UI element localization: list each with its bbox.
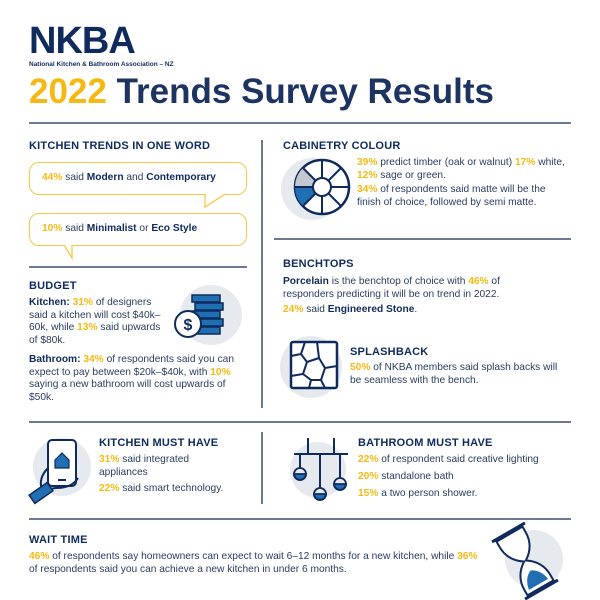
cracked-tile-icon [289, 340, 339, 390]
text-segment: said [303, 304, 328, 315]
svg-text:$: $ [184, 317, 193, 334]
bold-term: Bathroom: [29, 354, 81, 365]
highlight-stat: 39% [357, 157, 378, 168]
highlight-stat: 36% [457, 551, 478, 562]
text-segment: . [414, 304, 418, 315]
highlight-stat: 31% [72, 297, 93, 308]
bathroom-must-have-heading: BATHROOM MUST HAVE [358, 437, 493, 449]
highlight-stat: 34% [357, 184, 378, 195]
divider [29, 421, 571, 423]
highlight-stat: 17% [514, 157, 536, 168]
bold-term: Minimalist [86, 223, 137, 235]
highlight-stat: 50% [350, 362, 371, 373]
divider [29, 266, 247, 268]
paragraph: 15% a two person shower. [358, 488, 573, 501]
paragraph: Bathroom: 34% of respondents said you ca… [29, 354, 249, 404]
smartphone-hand-icon [28, 439, 79, 505]
text-segment: said [62, 172, 87, 184]
highlight-stat: 10% [42, 223, 63, 235]
paragraph: Kitchen: 31% of designers said a kitchen… [29, 297, 167, 347]
text-segment: said [62, 223, 87, 235]
divider [261, 140, 263, 408]
paragraph: 20% standalone bath [358, 471, 573, 484]
paragraph: Porcelain is the benchtop of choice with… [283, 276, 553, 301]
paragraph: 46% of respondents say homeowners can ex… [29, 551, 484, 576]
highlight-stat: 34% [83, 354, 104, 365]
paragraph: 24% said Engineered Stone. [283, 304, 553, 317]
paragraph: 22% of respondent said creative lighting [358, 454, 573, 467]
text-segment: and [123, 172, 147, 184]
bold-term: Contemporary [146, 172, 216, 184]
text-segment: of respondent said creative lighting [378, 454, 539, 465]
text-segment: of NKBA members said splash backs will b… [350, 362, 558, 386]
text-segment: predict timber (oak or walnut) [377, 157, 515, 168]
wait-time-heading: WAIT TIME [29, 534, 88, 546]
bold-term: Modern [86, 172, 124, 184]
highlight-stat: 46% [29, 551, 50, 562]
benchtops-heading: BENCHTOPS [283, 258, 354, 270]
logo-subtitle: National Kitchen & Bathroom Association … [29, 61, 174, 68]
text-segment: saying a new bathroom will cost upwards … [29, 379, 226, 403]
highlight-stat: 22% [99, 483, 120, 494]
title-text: Trends Survey Results [106, 72, 494, 111]
text-segment: of respondents said you can expect to pa… [29, 354, 234, 378]
splashback-heading: SPLASHBACK [350, 346, 429, 358]
paragraph: 34% of respondents said matte will be th… [357, 184, 569, 209]
highlight-stat: 15% [358, 488, 379, 499]
text-segment: or [136, 223, 152, 235]
bold-term: Kitchen: [29, 297, 70, 308]
hourglass-icon [491, 522, 559, 600]
highlight-stat: 10% [210, 366, 231, 378]
paragraph: 39% predict timber (oak or walnut) 17% w… [357, 157, 569, 182]
text-segment: a two person shower. [378, 488, 478, 499]
speech-bubble: 44% said Modern and Contemporary [29, 162, 247, 195]
text-segment: is the benchtop of choice with [328, 276, 469, 287]
kitchen-trends-heading: KITCHEN TRENDS IN ONE WORD [29, 140, 211, 152]
text-segment: sage or green. [377, 169, 446, 181]
bubble-tail-icon [63, 244, 73, 260]
coins-money-icon: $ [174, 294, 224, 338]
highlight-stat: 31% [99, 454, 120, 465]
divider [29, 518, 571, 520]
text-segment: of respondents said matte will be the fi… [357, 184, 546, 208]
bold-term: Eco Style [151, 223, 198, 235]
text-segment: of designers said a kitchen will cost $4… [29, 297, 161, 334]
paragraph: 50% of NKBA members said splash backs wi… [350, 362, 560, 387]
bubble-tail-icon [204, 193, 226, 209]
page-title: 2022 Trends Survey Results [29, 72, 494, 112]
highlight-stat: 24% [283, 304, 304, 315]
paragraph: 31% said integrated appliances [99, 454, 209, 479]
divider [29, 122, 571, 124]
text-segment: standalone bath [378, 471, 454, 482]
highlight-stat: 22% [358, 454, 379, 465]
divider [261, 432, 263, 504]
colour-wheel-icon [293, 158, 351, 216]
highlight-stat: 46% [468, 276, 489, 287]
text-segment: of respondents say homeowners can expect… [49, 551, 458, 562]
budget-heading: BUDGET [29, 280, 77, 292]
kitchen-must-have-heading: KITCHEN MUST HAVE [99, 437, 219, 449]
text-segment: said upwards of $80k. [29, 322, 161, 346]
speech-bubble: 10% said Minimalist or Eco Style [29, 213, 247, 246]
highlight-stat: 20% [358, 471, 379, 482]
paragraph: 22% said smart technology. [99, 483, 249, 496]
text-segment: white, [535, 157, 565, 168]
cabinetry-heading: CABINETRY COLOUR [283, 140, 401, 152]
highlight-stat: 44% [42, 172, 63, 184]
text-segment: said smart technology. [119, 483, 224, 494]
highlight-stat: 13% [77, 322, 98, 334]
pendant-lights-icon [293, 438, 348, 501]
highlight-stat: 12% [357, 169, 378, 181]
bold-term: Porcelain [283, 276, 329, 287]
text-segment: of responders predicting it will be on t… [283, 276, 500, 300]
nkba-logo: NKBA [29, 20, 136, 62]
text-segment: of respondents said you can achieve a ne… [29, 563, 347, 575]
bold-term: Engineered Stone [327, 304, 415, 315]
paragraph: 44% said Modern and Contemporary [42, 172, 216, 185]
divider [274, 238, 571, 240]
text-segment: said integrated appliances [99, 454, 190, 478]
paragraph: 10% said Minimalist or Eco Style [42, 223, 197, 236]
title-year: 2022 [29, 72, 107, 111]
